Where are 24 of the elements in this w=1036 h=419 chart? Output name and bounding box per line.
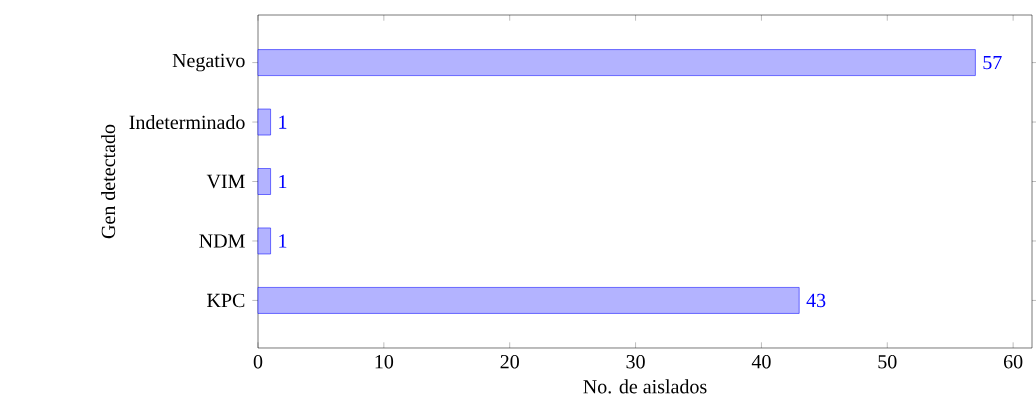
bar: [257, 49, 976, 76]
y-tick-label: Indeterminado: [129, 115, 245, 130]
data-label: 1: [279, 174, 287, 189]
x-tick-label: 10: [375, 354, 394, 369]
bar: [257, 168, 271, 195]
bar: [257, 287, 800, 314]
data-label: 43: [806, 293, 826, 308]
data-label: 1: [279, 115, 287, 129]
y-axis-title: Gen detectado: [101, 124, 116, 239]
x-tick-label: 30: [626, 354, 645, 369]
x-axis-title: No. de aislados: [583, 379, 707, 394]
x-tick-label: 40: [751, 354, 771, 369]
data-label: 1: [279, 234, 287, 248]
data-label: 57: [983, 55, 1002, 70]
y-tick-label: VIM: [206, 174, 245, 189]
y-tick-label: NDM: [199, 234, 245, 248]
x-tick-label: 50: [878, 354, 897, 369]
x-tick-label: 60: [1003, 354, 1023, 369]
x-tick-label: 0: [253, 354, 263, 369]
bar: [257, 227, 271, 255]
y-tick-label: KPC: [207, 293, 245, 308]
x-tick-label: 20: [500, 354, 519, 369]
y-tick-label: Negativo: [172, 53, 245, 72]
bar: [257, 108, 271, 136]
